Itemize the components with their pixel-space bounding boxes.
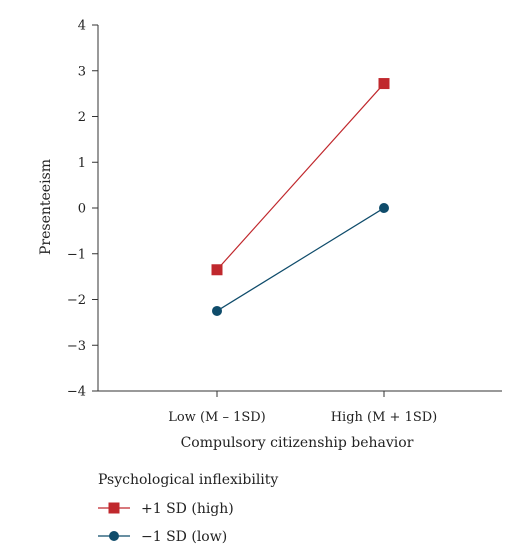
y-tick-label: −2 <box>67 293 86 308</box>
legend-marker <box>108 502 120 514</box>
y-ticks: −4 −3 −2 −1 0 1 2 3 4 <box>67 19 98 400</box>
series-1 <box>211 78 390 276</box>
x-tick-label: Low (M – 1SD) <box>168 410 266 425</box>
y-tick-label: 1 <box>78 156 86 171</box>
y-tick-label: −1 <box>67 247 86 262</box>
x-axis-title: Compulsory citizenship behavior <box>181 435 414 451</box>
legend-items: +1 SD (high) −1 SD (low) <box>98 501 234 545</box>
series-line <box>216 83 385 271</box>
series-layer <box>211 78 390 316</box>
x-ticks: Low (M – 1SD) High (M + 1SD) <box>168 391 437 425</box>
legend-marker <box>109 531 119 541</box>
y-tick-label: 0 <box>78 202 86 217</box>
legend-title: Psychological inflexibility <box>98 472 278 488</box>
legend-item: +1 SD (high) <box>98 501 234 517</box>
x-tick-label: High (M + 1SD) <box>331 410 438 425</box>
legend-label: +1 SD (high) <box>141 501 234 517</box>
y-axis-title: Presenteeism <box>38 159 54 255</box>
y-tick-label: 3 <box>78 64 86 79</box>
series-2 <box>212 203 389 316</box>
legend-label: −1 SD (low) <box>141 529 227 545</box>
y-tick-label: 2 <box>78 110 86 125</box>
data-point <box>378 78 390 90</box>
legend-item: −1 SD (low) <box>98 529 227 545</box>
y-tick-label: −4 <box>67 385 86 400</box>
series-line <box>216 207 385 312</box>
axes <box>97 25 502 392</box>
data-point <box>211 264 223 276</box>
y-tick-label: 4 <box>78 19 86 34</box>
data-point <box>212 305 222 316</box>
data-point <box>379 203 389 213</box>
y-tick-label: −3 <box>67 339 86 354</box>
legend: Psychological inflexibility +1 SD (high)… <box>98 472 278 545</box>
